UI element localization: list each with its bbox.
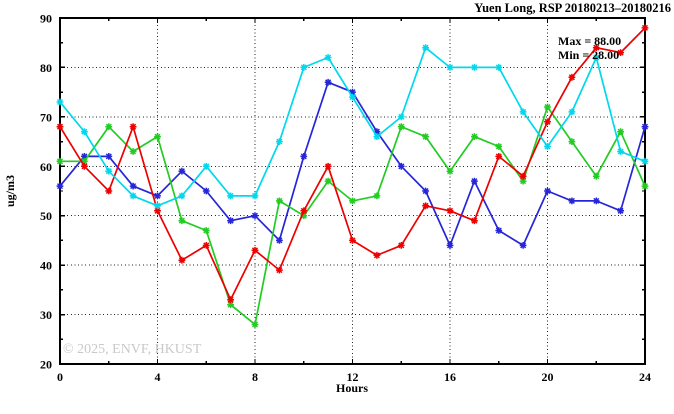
axis-tick-labels: 0 4 8 12 16 20 24 20 30 40 50 60 70 80 90 bbox=[40, 12, 651, 385]
series-blue-markers bbox=[56, 78, 649, 249]
y-tick-label: 50 bbox=[40, 209, 52, 223]
series-red bbox=[56, 24, 649, 304]
x-tick-label: 12 bbox=[347, 370, 359, 384]
max-annotation: Max = 88.00 bbox=[558, 34, 621, 48]
y-tick-label: 30 bbox=[40, 308, 52, 322]
grid-lines bbox=[60, 18, 645, 364]
series-green-markers bbox=[56, 103, 649, 328]
x-tick-label: 20 bbox=[542, 370, 554, 384]
y-tick-label: 70 bbox=[40, 110, 52, 124]
series-blue-line bbox=[59, 81, 646, 247]
series-red-markers bbox=[56, 24, 649, 304]
y-tick-label: 20 bbox=[40, 358, 52, 372]
y-tick-label: 90 bbox=[40, 12, 52, 26]
series-green bbox=[56, 103, 649, 328]
min-annotation: Min = 28.00 bbox=[558, 48, 619, 62]
x-tick-label: 0 bbox=[57, 370, 63, 384]
watermark: © 2025, ENVF, HKUST bbox=[63, 342, 202, 357]
x-tick-label: 24 bbox=[639, 370, 651, 384]
series-cyan bbox=[56, 44, 649, 210]
axis-ticks bbox=[59, 17, 646, 365]
data-series bbox=[56, 24, 649, 328]
x-tick-label: 16 bbox=[444, 370, 456, 384]
chart-title: Yuen Long, RSP 20180213–20180216 bbox=[474, 1, 671, 15]
y-axis-label: ug/m3 bbox=[3, 175, 17, 207]
y-tick-label: 40 bbox=[40, 259, 52, 273]
x-axis-label: Hours bbox=[336, 381, 368, 395]
y-tick-label: 80 bbox=[40, 61, 52, 75]
y-tick-label: 60 bbox=[40, 160, 52, 174]
series-blue bbox=[56, 78, 649, 249]
series-cyan-markers bbox=[56, 44, 649, 210]
x-tick-label: 8 bbox=[252, 370, 258, 384]
x-tick-label: 4 bbox=[155, 370, 161, 384]
